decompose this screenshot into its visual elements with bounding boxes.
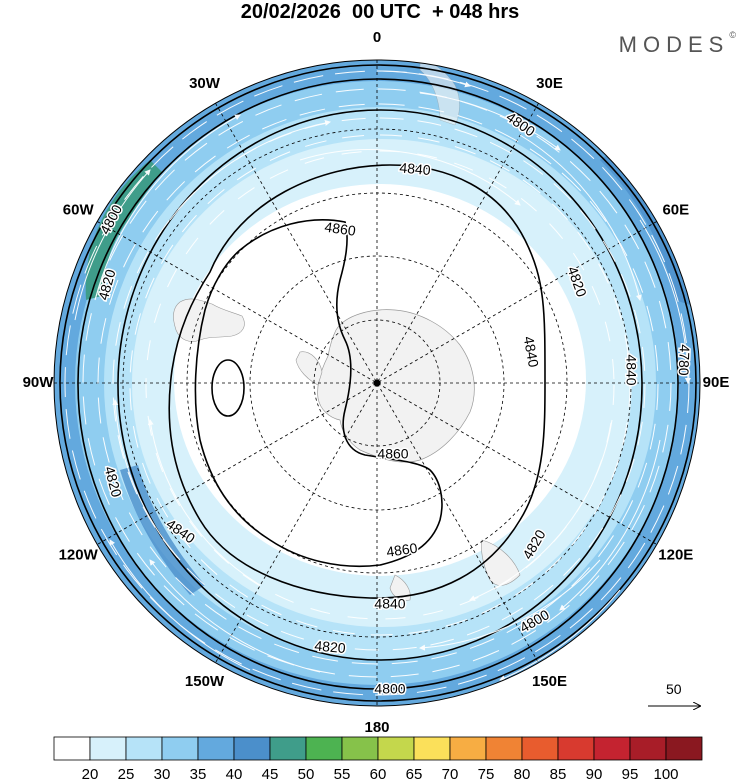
colorbar-tick-label: 70 <box>442 766 459 782</box>
colorbar-tick-label: 35 <box>190 766 207 782</box>
colorbar-swatch <box>197 736 235 761</box>
colorbar-tick-label: 80 <box>514 766 531 782</box>
colorbar-tick-label: 40 <box>226 766 243 782</box>
contour-label: 4840 <box>374 596 405 612</box>
tasmania-region <box>481 539 521 586</box>
new-zealand-region <box>389 574 411 601</box>
contour-4860 <box>194 219 443 568</box>
contour-low-closed <box>211 359 245 417</box>
contour-label: 4780 <box>676 344 693 376</box>
colorbar-swatch <box>413 736 451 761</box>
colorbar-swatch <box>593 736 631 761</box>
longitude-label-0: 0 <box>373 29 381 46</box>
colorbar-tick-label: 45 <box>262 766 279 782</box>
longitude-label-180: 180 <box>364 719 389 736</box>
contour-label: 4800 <box>374 681 405 697</box>
south-america-tip <box>173 298 245 342</box>
colorbar-swatch <box>233 736 271 761</box>
longitude-label-120e: 120E <box>658 546 693 563</box>
colorbar-tick-label: 85 <box>550 766 567 782</box>
colorbar-swatch <box>449 736 487 761</box>
contour-label: 4820 <box>314 637 347 656</box>
colorbar-tick-label: 25 <box>118 766 135 782</box>
colorbar-swatch <box>161 736 199 761</box>
colorbar-tick-label: 60 <box>370 766 387 782</box>
contour-4800 <box>77 78 679 690</box>
colorbar-tick-label: 50 <box>298 766 315 782</box>
antarctic-peninsula <box>295 351 323 386</box>
south-pole-marker <box>373 379 381 387</box>
colorbar-tick-label: 30 <box>154 766 171 782</box>
reference-vector-label: 50 <box>666 681 682 697</box>
colorbar-tick-label: 20 <box>82 766 99 782</box>
colorbar-swatch <box>377 736 415 761</box>
longitude-label-120w: 120W <box>59 546 99 563</box>
jet-patch-east <box>600 150 690 305</box>
colorbar-swatch <box>125 736 163 761</box>
wind-streamlines <box>64 70 691 696</box>
contour-4780 <box>59 64 697 702</box>
graticule <box>54 60 700 706</box>
colorbar-tick-label: 55 <box>334 766 351 782</box>
colorbar-swatch <box>89 736 127 761</box>
longitude-label-30w: 30W <box>189 75 221 92</box>
longitude-label-150w: 150W <box>185 673 225 690</box>
longitude-labels: 0 30E 60E 90E 120E 150E 180 150W 120W 90W 60W 30W <box>23 29 730 736</box>
colorbar-tick-label: 100 <box>653 766 678 782</box>
contour-label: 4840 <box>623 354 639 385</box>
colorbar-tick-label: 75 <box>478 766 495 782</box>
colorbar-swatch <box>485 736 523 761</box>
longitude-label-150e: 150E <box>532 673 567 690</box>
colorbar-swatch <box>305 736 343 761</box>
longitude-label-30e: 30E <box>536 75 563 92</box>
brand-name: MODES <box>618 32 730 57</box>
colorbar-swatch <box>53 736 91 761</box>
colorbar-swatch <box>521 736 559 761</box>
contour-label: 4860 <box>324 219 357 239</box>
colorbar-tick-label: 95 <box>622 766 639 782</box>
colorbar-swatch <box>341 736 379 761</box>
contours <box>59 64 697 702</box>
longitude-label-60e: 60E <box>662 201 689 218</box>
colorbar-swatch <box>665 736 703 761</box>
longitude-label-90e: 90E <box>703 374 730 391</box>
colorbar-tick-label: 65 <box>406 766 423 782</box>
map-title: 20/02/2026 00 UTC + 048 hrs <box>240 1 520 23</box>
longitude-label-90w: 90W <box>23 374 55 391</box>
contour-label: 4860 <box>377 446 408 462</box>
contour-4820 <box>117 109 643 661</box>
colorbar-swatch <box>269 736 307 761</box>
colorbar: 20 25 30 35 40 45 50 55 60 65 70 75 80 85 90 95 100 <box>53 736 703 782</box>
colorbar-tick-label: 90 <box>586 766 603 782</box>
longitude-label-60w: 60W <box>63 201 95 218</box>
brand-logo: MODES© <box>618 30 736 58</box>
contour-label: 4860 <box>385 540 418 560</box>
contour-4840 <box>168 164 546 599</box>
colorbar-swatch <box>629 736 667 761</box>
colorbar-swatch <box>557 736 595 761</box>
map-border <box>53 59 701 707</box>
copyright-mark: © <box>729 30 736 40</box>
contour-label: 4840 <box>399 159 432 178</box>
